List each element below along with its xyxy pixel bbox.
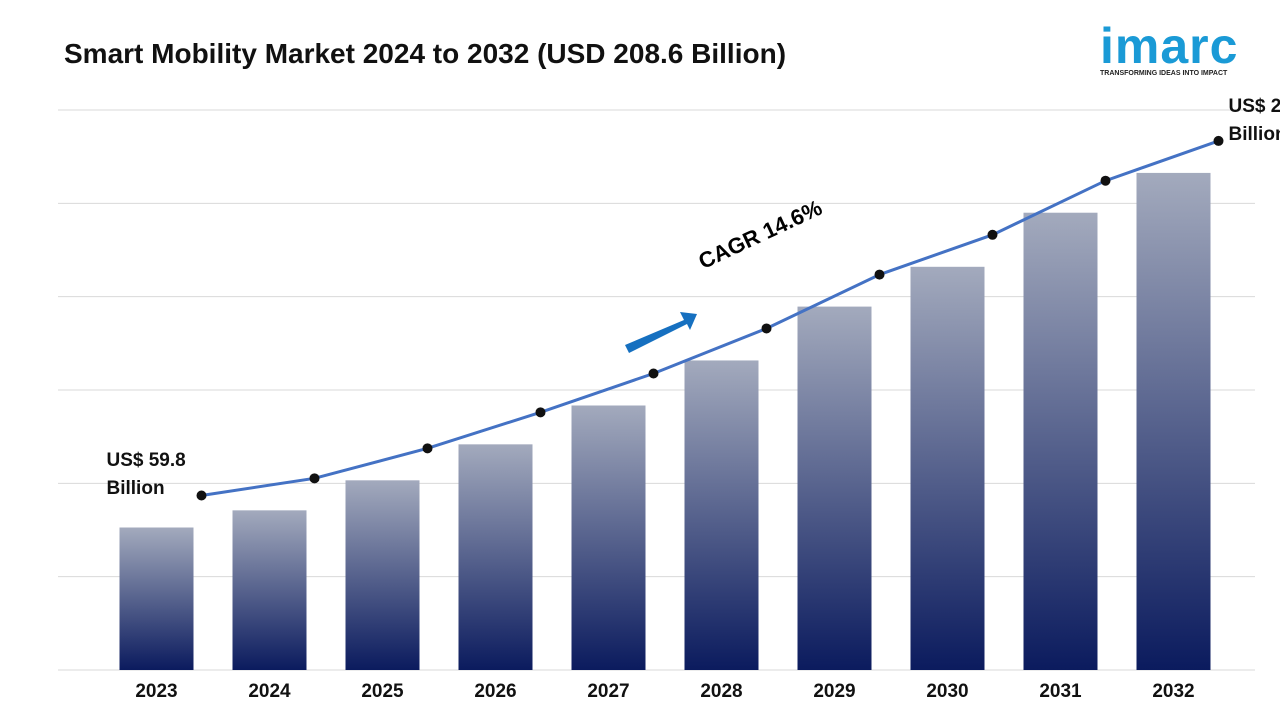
- logo-name: imarc: [1100, 18, 1239, 74]
- trend-point: [987, 229, 998, 240]
- bar: [345, 480, 420, 670]
- x-tick-label: 2032: [1152, 681, 1194, 702]
- logo: imarc TRANSFORMING IDEAS INTO IMPACT: [1100, 18, 1239, 77]
- cagr-arrow: [625, 312, 697, 353]
- trend-point: [1100, 175, 1111, 186]
- x-tick-label: 2027: [587, 681, 629, 702]
- trend-point: [1213, 135, 1224, 146]
- bar: [1023, 212, 1098, 670]
- bar: [232, 510, 307, 670]
- value-label: US$ 59.8 Billion: [106, 450, 186, 500]
- chart-title: Smart Mobility Market 2024 to 2032 (USD …: [64, 38, 787, 69]
- bar: [1136, 172, 1211, 670]
- trend-point: [196, 490, 207, 501]
- x-tick-label: 2029: [813, 681, 855, 702]
- trend-point: [648, 368, 659, 379]
- x-tick-label: 2024: [248, 681, 291, 702]
- bar: [458, 444, 533, 670]
- x-tick-label: 2026: [474, 681, 516, 702]
- x-tick-label: 2023: [135, 681, 177, 702]
- trend-point: [535, 407, 546, 418]
- trend-point: [309, 473, 320, 484]
- bar: [119, 527, 194, 670]
- x-tick-label: 2030: [926, 681, 968, 702]
- trend-point: [422, 443, 433, 454]
- trend-point: [874, 269, 885, 280]
- bar: [797, 306, 872, 670]
- trend-point: [761, 323, 772, 334]
- bar: [571, 405, 646, 670]
- bar: [910, 266, 985, 670]
- bar: [684, 360, 759, 670]
- x-tick-label: 2028: [700, 681, 742, 702]
- value-label: US$ 208.6 Billion: [1228, 95, 1280, 145]
- x-tick-label: 2025: [361, 681, 404, 702]
- x-tick-label: 2031: [1039, 681, 1082, 702]
- trend-line: [201, 139, 1219, 497]
- logo-tagline: TRANSFORMING IDEAS INTO IMPACT: [1100, 70, 1228, 77]
